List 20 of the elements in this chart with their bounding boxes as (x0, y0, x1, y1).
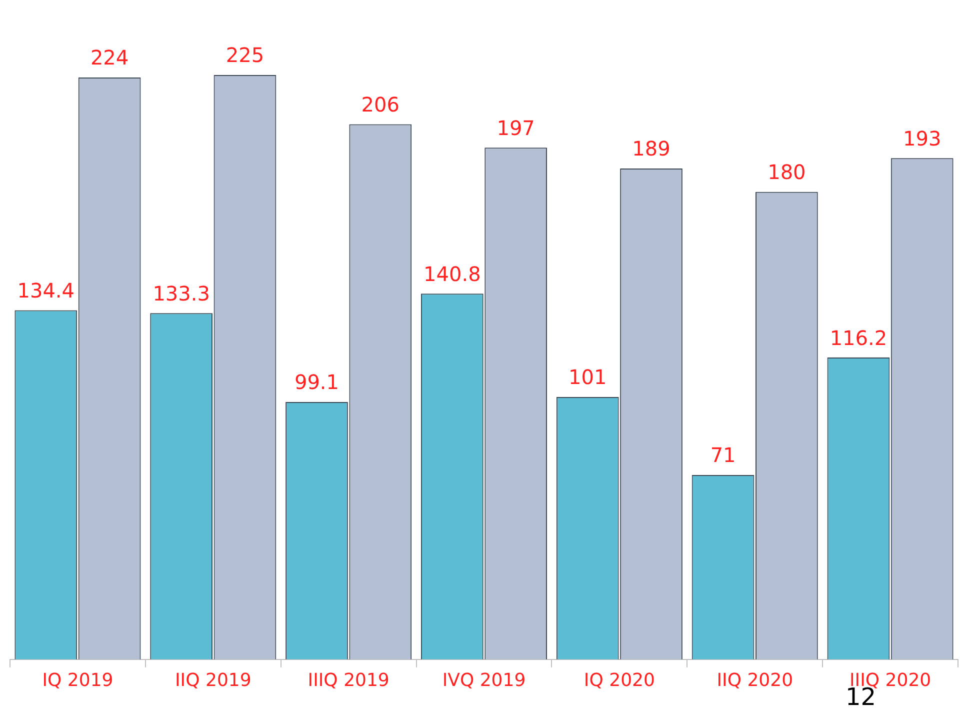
data-label: 134.4 (17, 278, 75, 302)
x-tick-label: IQ 2020 (584, 670, 655, 691)
x-tick-label: IQ 2019 (42, 670, 114, 691)
data-label: 189 (632, 136, 670, 161)
x-tick-label: IIIQ 2019 (308, 670, 390, 691)
x-tick-label: IIQ 2020 (716, 670, 794, 691)
x-tick-label: IVQ 2019 (442, 670, 526, 691)
data-label: 193 (903, 126, 942, 150)
data-label: 180 (768, 160, 806, 184)
data-label: 197 (496, 116, 535, 140)
data-label: 99.1 (294, 370, 340, 394)
x-tick-label: IIQ 2019 (174, 670, 252, 691)
data-label: 225 (226, 43, 264, 68)
data-label: 224 (90, 46, 129, 70)
data-label: 140.8 (424, 262, 481, 286)
data-label: 101 (568, 365, 607, 390)
data-label: 116.2 (830, 326, 888, 350)
data-label: 133.3 (152, 281, 210, 306)
data-label: 71 (710, 443, 736, 468)
data-label: 206 (361, 92, 400, 116)
